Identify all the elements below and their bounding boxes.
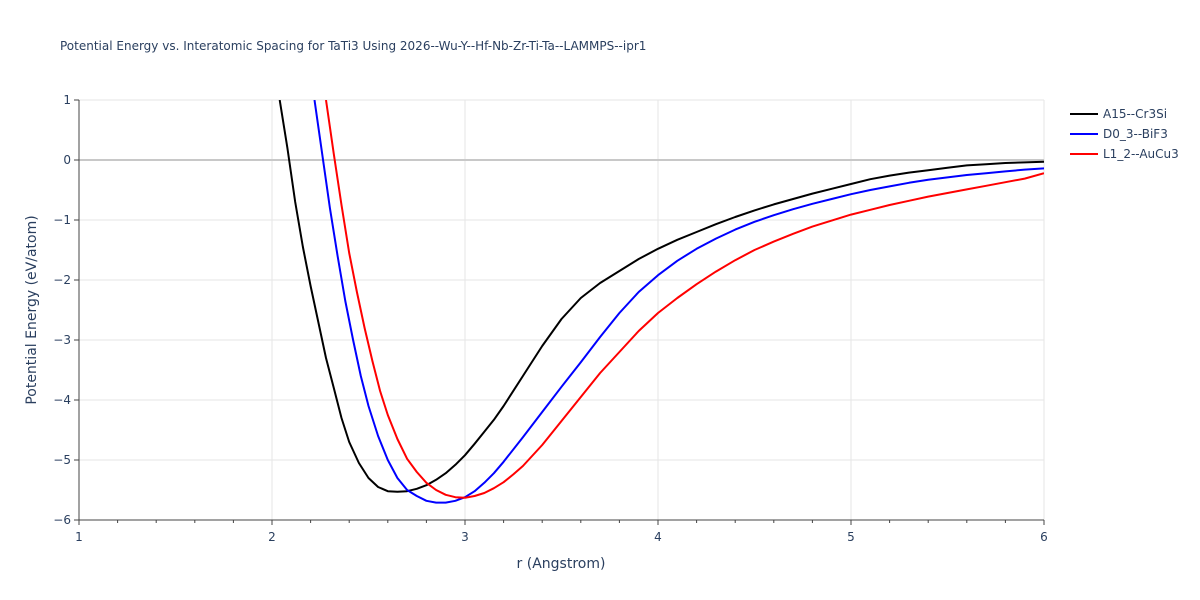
- legend-item[interactable]: D0_3--BiF3: [1070, 127, 1168, 141]
- legend-label: A15--Cr3Si: [1103, 107, 1167, 121]
- series-line: [325, 100, 1044, 499]
- y-axis-ticks: 1 0 −1 −2 −3 −4 −5 −6: [53, 93, 79, 527]
- legend-item[interactable]: A15--Cr3Si: [1070, 107, 1167, 121]
- legend-label: L1_2--AuCu3: [1103, 147, 1179, 161]
- x-tick-label: 3: [461, 530, 469, 544]
- x-tick-label: 1: [75, 530, 83, 544]
- y-tick-label: −4: [53, 393, 71, 407]
- y-tick-label: −1: [53, 213, 71, 227]
- axes: [78, 100, 1044, 521]
- legend-label: D0_3--BiF3: [1103, 127, 1168, 141]
- chart-title: Potential Energy vs. Interatomic Spacing…: [60, 39, 646, 53]
- x-axis-title: r (Angstrom): [517, 556, 606, 572]
- y-tick-label: −5: [53, 453, 71, 467]
- y-tick-label: −3: [53, 333, 71, 347]
- legend[interactable]: A15--Cr3Si D0_3--BiF3 L1_2--AuCu3: [1070, 107, 1179, 161]
- series-group: [278, 100, 1044, 504]
- series-line: [313, 100, 1044, 504]
- y-axis-title: Potential Energy (eV/atom): [24, 215, 40, 404]
- grid: [79, 99, 1045, 520]
- x-axis-ticks: 1 2 3 4 5 6: [75, 520, 1048, 544]
- x-tick-label: 4: [654, 530, 662, 544]
- legend-item[interactable]: L1_2--AuCu3: [1070, 147, 1179, 161]
- y-tick-label: 1: [63, 93, 71, 107]
- y-tick-label: −2: [53, 273, 71, 287]
- x-tick-label: 6: [1040, 530, 1048, 544]
- series-line: [278, 100, 1044, 493]
- x-tick-label: 2: [268, 530, 276, 544]
- y-tick-label: 0: [63, 153, 71, 167]
- y-tick-label: −6: [53, 513, 71, 527]
- x-tick-label: 5: [847, 530, 855, 544]
